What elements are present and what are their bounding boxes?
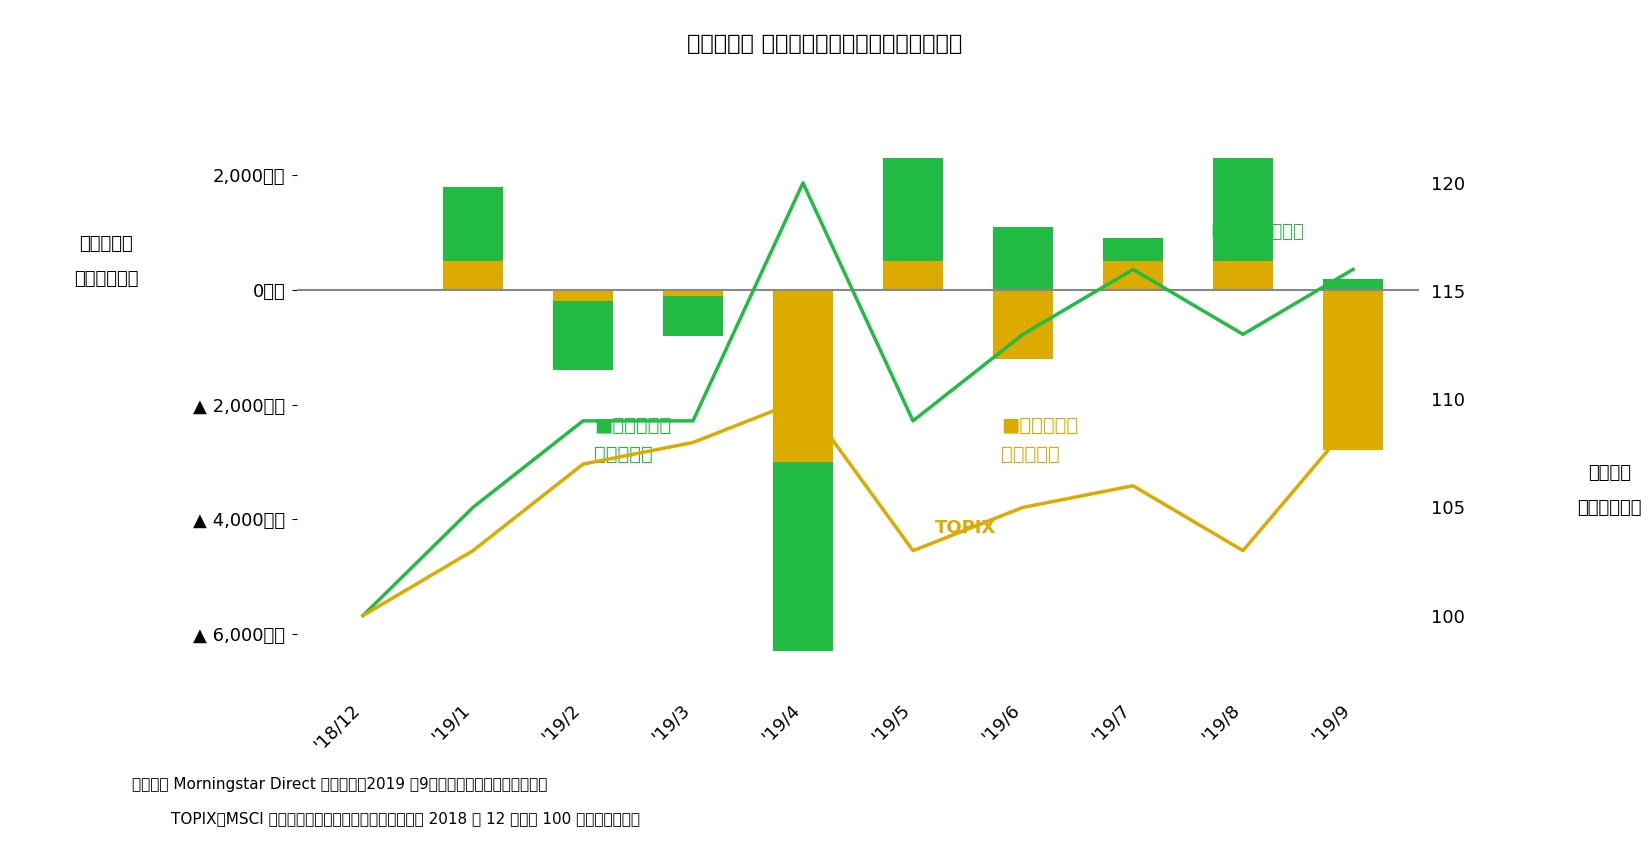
Bar xyxy=(1102,261,1163,290)
Bar xyxy=(1323,278,1383,290)
Text: 資金流出入: 資金流出入 xyxy=(1002,445,1059,464)
Text: 資金流出入: 資金流出入 xyxy=(594,445,653,464)
Bar xyxy=(663,296,723,336)
Bar xyxy=(1213,261,1274,290)
Text: TOPIX: TOPIX xyxy=(936,519,997,537)
Bar xyxy=(553,302,614,370)
Text: （線グラフ）: （線グラフ） xyxy=(1577,499,1642,517)
Bar xyxy=(1213,158,1274,261)
Text: ■国内株式の: ■国内株式の xyxy=(1002,416,1077,435)
Bar xyxy=(553,290,614,302)
Bar xyxy=(772,290,833,462)
Text: （棒グラフ）: （棒グラフ） xyxy=(74,270,139,287)
Bar xyxy=(1102,239,1163,261)
Bar xyxy=(663,290,723,296)
Bar xyxy=(1323,290,1383,450)
Bar xyxy=(442,261,503,290)
Text: 株価指数: 株価指数 xyxy=(1589,464,1632,482)
Text: TOPIX、MSCI コクサイ（円建て）ともに配当込みで 2018 年 12 月末を 100 として指数化。: TOPIX、MSCI コクサイ（円建て）ともに配当込みで 2018 年 12 月… xyxy=(132,811,640,826)
Bar xyxy=(442,187,503,261)
Text: MSCIコクサイ: MSCIコクサイ xyxy=(1209,223,1304,241)
Text: （資料） Morningstar Direct より作成　2019 年9月の資金流出入のみ推計値。: （資料） Morningstar Direct より作成 2019 年9月の資金… xyxy=(132,777,548,792)
Bar xyxy=(993,227,1053,290)
Bar xyxy=(993,290,1053,359)
Bar xyxy=(883,261,944,290)
Bar xyxy=(772,462,833,651)
Bar xyxy=(883,158,944,261)
Text: 資金流出入: 資金流出入 xyxy=(79,235,134,253)
Text: 【図表３】 国内株式と外国株式の資金流出入: 【図表３】 国内株式と外国株式の資金流出入 xyxy=(688,34,962,54)
Text: ■外国株式の: ■外国株式の xyxy=(594,416,672,435)
